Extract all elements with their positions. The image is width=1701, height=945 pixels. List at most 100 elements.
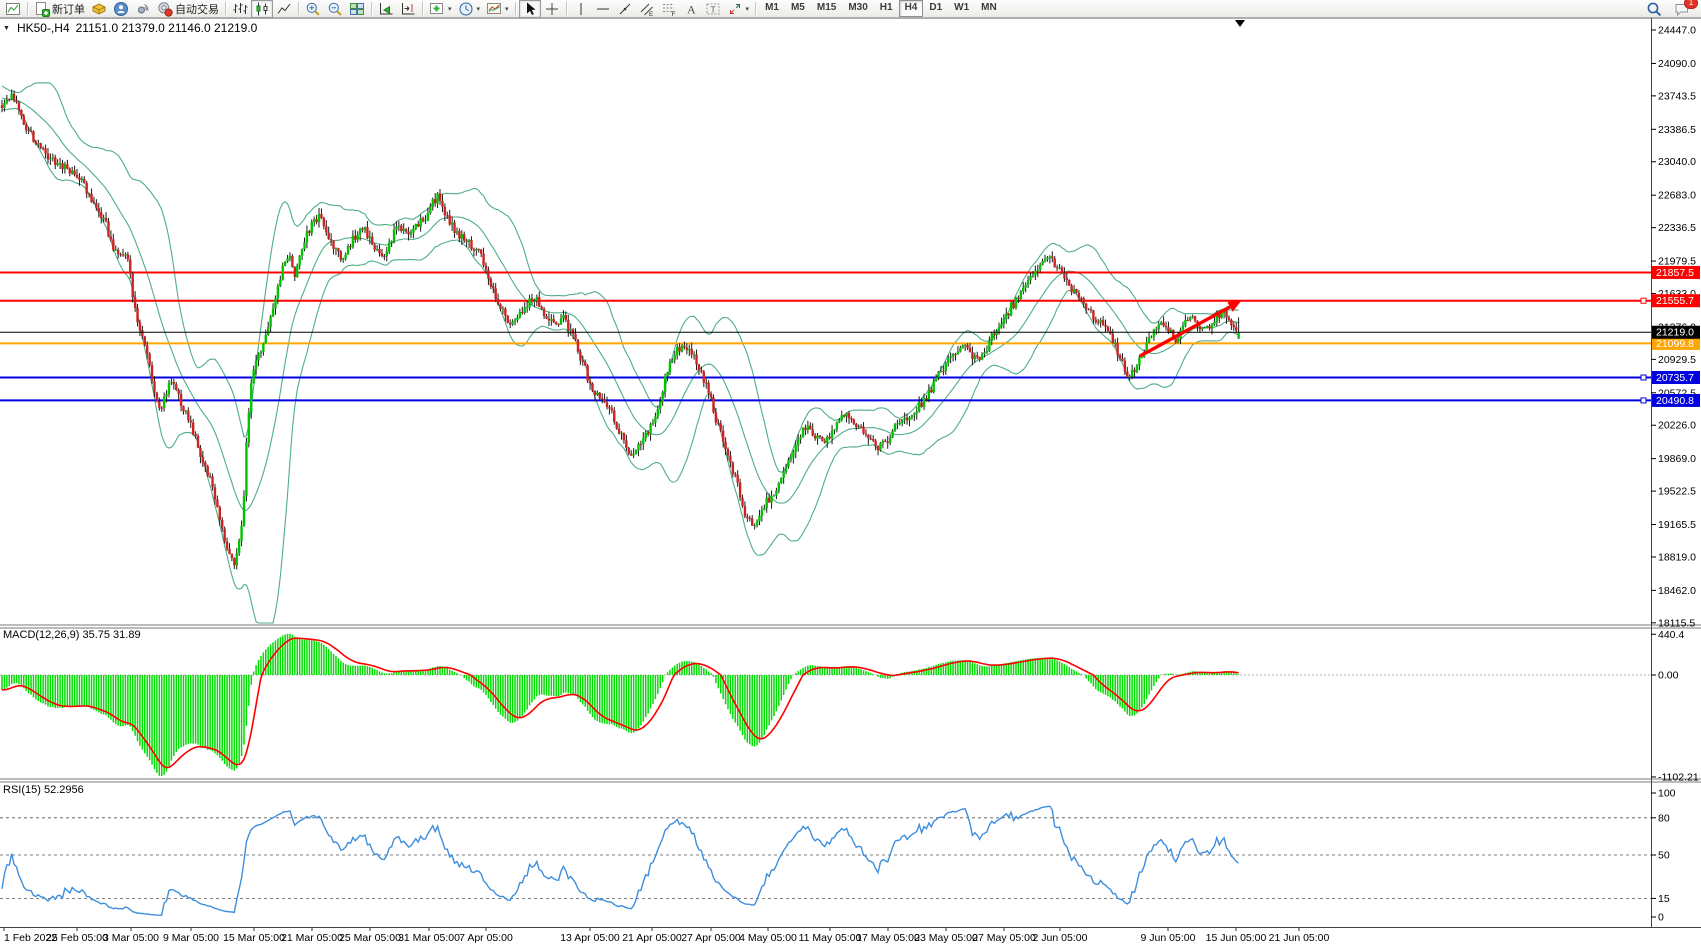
crosshair-button[interactable] [541,0,563,18]
time-tick-label: 21 Jun 05:00 [1269,932,1330,944]
timeframe-m1-button[interactable]: M1 [765,2,779,13]
chart-preview-button[interactable] [2,0,24,18]
auto-scroll-button[interactable] [375,0,397,18]
time-tick-label: 7 Apr 05:00 [459,932,513,944]
candlestick-icon [256,2,268,15]
arrow-objects-button[interactable]: ▾ [724,0,753,18]
toolbar-separator [298,2,299,15]
dropdown-arrow-icon[interactable]: ▾ [745,5,750,13]
chart-window-icon [6,2,20,15]
line-chart-icon [277,3,291,14]
macd-tick-label: -1102.21 [1658,771,1699,783]
notifications-button[interactable]: 1 [1671,0,1698,18]
timeframe-m15-button[interactable]: M15 [816,2,837,13]
trendline-button[interactable] [614,0,636,18]
price-tick-label: 18819.0 [1658,551,1696,563]
macd-tick-label: 0.00 [1658,670,1679,682]
rsi-tick-label: 0 [1658,912,1664,924]
chart-menu-arrow-icon[interactable]: ▼ [3,24,10,32]
search-button[interactable] [1643,0,1665,18]
timeframe-w1-button[interactable]: W1 [954,2,970,13]
market-depth-button[interactable] [88,0,110,18]
level-marker [1640,374,1647,381]
chart-shift-marker [1235,20,1245,27]
timeframe-mn-button[interactable]: MN [981,2,997,13]
panel-frames [0,18,1701,928]
price-tick-label: 21979.5 [1658,256,1696,268]
bollinger-middle-band [1,97,1239,512]
main-toolbar: 新订单 自动交易 ▾ ▾ ▾ E F A T ▾ M1 M5 M15 M30 H1 H4 D1 W1 MN 1 [0,0,1701,18]
line-chart-mode-button[interactable] [273,0,295,18]
fibonacci-button[interactable]: F [658,0,680,18]
trend-arrow[interactable] [1139,300,1242,358]
new-order-button[interactable]: 新订单 [31,0,88,18]
bar-chart-mode-button[interactable] [229,0,251,18]
toolbar-separator [565,2,567,15]
price-tick-label: 18462.0 [1658,585,1696,597]
zoom-in-button[interactable] [302,0,324,18]
toolbar-right-group: 1 [1643,0,1698,18]
toolbar-separator [225,2,226,15]
bollinger-lower-band [1,108,1239,624]
new-order-label: 新订单 [52,3,85,16]
price-tick-label: 24090.0 [1658,58,1696,70]
candlestick-mode-button[interactable] [251,0,273,18]
timeframe-m5-button[interactable]: M5 [790,2,805,13]
autotrading-label: 自动交易 [175,3,219,16]
price-axis[interactable]: 24447.0 24090.0 23743.5 23386.5 23040.0 22683… [1651,25,1700,924]
timeframe-h1-button[interactable]: H1 [879,2,893,13]
horizontal-line-button[interactable] [592,0,614,18]
rsi-panel[interactable] [0,805,1651,916]
signals-icon [138,3,149,13]
dropdown-arrow-icon[interactable]: ▾ [476,5,481,13]
tile-windows-button[interactable] [346,0,368,18]
timeframe-m30-button[interactable]: M30 [848,2,868,13]
zoom-out-icon [328,2,342,16]
text-button[interactable]: A [680,0,702,18]
time-tick-label: 15 Mar 05:00 [223,932,285,944]
chart-shift-button[interactable] [397,0,419,18]
symbol-period: HK50-,H4 [16,21,70,35]
horizontal-level-lines[interactable] [0,271,1651,404]
zoom-out-button[interactable] [324,0,346,18]
horizontal-line-icon [596,8,609,9]
autotrading-button[interactable]: 自动交易 [154,0,222,18]
dropdown-arrow-icon[interactable]: ▾ [448,5,452,13]
cursor-button[interactable] [518,0,541,18]
arrow-objects-icon [729,3,740,14]
clock-icon [459,2,473,15]
level-price-label-bg [1652,336,1700,350]
level-marker [1640,297,1647,304]
time-tick-label: 9 Mar 05:00 [163,932,219,944]
vertical-line-button[interactable] [570,0,592,18]
text-label-button[interactable]: T [702,0,724,18]
rsi-tick-label: 50 [1658,850,1670,862]
equidistant-channel-button[interactable]: E [636,0,658,18]
signals-button[interactable] [132,0,154,18]
notification-badge: 1 [1684,0,1698,9]
text-icon: A [687,2,696,16]
toolbar-separator [755,2,757,15]
timeframe-h4-button[interactable]: H4 [898,0,924,17]
time-tick-label: 21 Apr 05:00 [622,932,682,944]
time-tick-label: 1 Feb 2022 [4,932,57,944]
price-tick-label: 18115.5 [1658,617,1695,629]
toolbar-separator [422,2,423,15]
rsi-tick-label: 80 [1658,812,1670,824]
periods-button[interactable]: ▾ [455,0,484,18]
new-order-icon [36,1,50,17]
indicators-button[interactable]: ▾ [426,0,455,18]
template-icon [487,2,502,14]
autotrading-icon [158,1,173,17]
dropdown-arrow-icon[interactable]: ▾ [505,5,509,13]
toolbar-separator [371,2,372,15]
timeframe-d1-button[interactable]: D1 [929,2,943,13]
templates-button[interactable]: ▾ [483,0,512,18]
mql5-community-button[interactable] [110,0,132,18]
macd-signal-line [1,637,1239,769]
bollinger-upper-band [1,82,1239,473]
macd-panel[interactable] [0,633,1651,776]
text-label-icon: T [706,3,720,14]
